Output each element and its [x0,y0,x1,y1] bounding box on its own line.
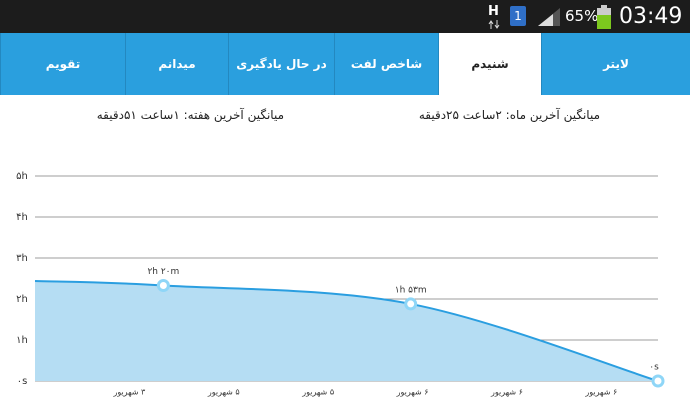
line [34,279,659,382]
data-arrows [488,20,500,29]
tab[interactable]: تقویم [0,33,125,95]
x-tick-label: ۶ شهریور [490,388,523,397]
signal-icon [538,8,560,26]
x-tick-label: ۵ شهریور [301,388,334,397]
y-tick-label: ۲h [16,294,28,305]
clock: 03:49 [619,4,683,29]
network-type: H [488,4,499,19]
chart: ۰s ۱h ۲h ۳h ۴h ۵h ۳ شهریور ۵ شهریور ۵ شهریور ۶ شه… [16,171,665,397]
status-bar: H 1 65% 03:49 [0,0,690,33]
y-tick-label: ۳h [16,253,28,264]
tab[interactable]: لایتر [541,33,690,95]
point-marker [404,297,418,311]
tab[interactable]: شاخص لفت [334,33,438,95]
tab-bar: تقویم میدانم در حال یادگیری شاخص لفت شنیدم لا… [0,33,690,95]
area [35,280,658,381]
point-marker [651,374,665,388]
y-tick-label: ۴h [16,212,28,223]
point-label: ۰s [649,363,659,373]
tab[interactable]: در حال یادگیری [228,33,334,95]
y-tick-label: ۵h [16,171,28,182]
point-label: ۱h ۵۳m [395,285,427,295]
battery-percent: 65% [565,7,599,25]
tab[interactable]: میدانم [125,33,228,95]
notification-icon: 1 [510,6,526,26]
y-tick-label: ۱h [16,335,28,346]
x-tick-label: ۳ شهریور [112,388,146,397]
week-average: میانگین آخرین هفته: ۱ساعت ۵۱دقیقه [96,108,284,122]
y-tick-label: ۰s [17,376,28,387]
point-label: ۲h ۲۰m [147,267,179,277]
battery-icon [597,5,611,29]
x-tick-label: ۵ شهریور [207,388,240,397]
tab[interactable]: شنیدم [438,33,541,95]
x-tick-label: ۶ شهریور [396,388,429,397]
x-tick-label: ۶ شهریور [584,388,617,397]
month-average: میانگین آخرین ماه: ۲ساعت ۲۵دقیقه [418,108,600,122]
point-marker [156,278,170,292]
